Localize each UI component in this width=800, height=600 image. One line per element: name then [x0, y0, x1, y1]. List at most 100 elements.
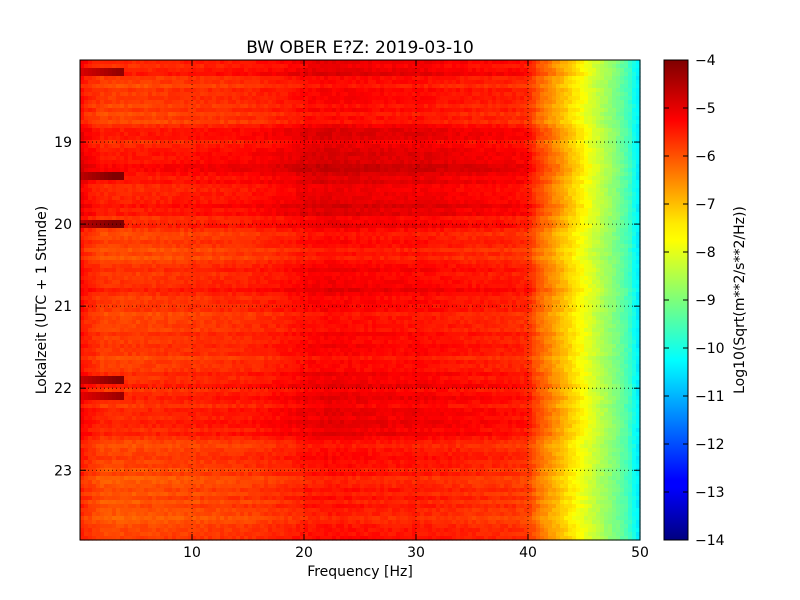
heatmap-cell	[408, 80, 413, 85]
heatmap-cell	[120, 156, 125, 161]
heatmap-cell	[276, 92, 281, 97]
heatmap-cell	[268, 188, 273, 193]
heatmap-cell	[144, 128, 149, 133]
heatmap-cell	[128, 172, 133, 177]
heatmap-cell	[168, 192, 173, 197]
heatmap-cell	[332, 80, 337, 85]
heatmap-cell	[368, 104, 373, 109]
heatmap-cell	[576, 196, 581, 201]
heatmap-cell	[232, 108, 237, 113]
heatmap-cell	[376, 80, 381, 85]
heatmap-cell	[584, 132, 589, 137]
heatmap-cell	[488, 172, 493, 177]
heatmap-cell	[604, 120, 609, 125]
heatmap-cell	[172, 176, 177, 181]
heatmap-cell	[512, 100, 517, 105]
heatmap-cell	[276, 84, 281, 89]
heatmap-cell	[592, 152, 597, 157]
heatmap-cell	[564, 108, 569, 113]
heatmap-cell	[520, 64, 525, 69]
heatmap-cell	[232, 72, 237, 77]
heatmap-cell	[284, 132, 289, 137]
heatmap-cell	[484, 192, 489, 197]
heatmap-cell	[320, 196, 325, 201]
heatmap-cell	[172, 88, 177, 93]
heatmap-cell	[492, 180, 497, 185]
heatmap-cell	[624, 144, 629, 149]
heatmap-cell	[600, 156, 605, 161]
heatmap-cell	[424, 108, 429, 113]
heatmap-cell	[308, 104, 313, 109]
heatmap-cell	[248, 128, 253, 133]
heatmap-cell	[304, 152, 309, 157]
heatmap-cell	[320, 192, 325, 197]
heatmap-cell	[480, 104, 485, 109]
heatmap-cell	[544, 128, 549, 133]
heatmap-cell	[88, 68, 93, 73]
heatmap-cell	[160, 128, 165, 133]
heatmap-cell	[536, 104, 541, 109]
heatmap-cell	[564, 152, 569, 157]
heatmap-cell	[576, 112, 581, 117]
heatmap-cell	[460, 96, 465, 101]
heatmap-cell	[340, 64, 345, 69]
heatmap-cell	[408, 120, 413, 125]
heatmap-cell	[416, 128, 421, 133]
heatmap-cell	[584, 92, 589, 97]
heatmap-cell	[288, 128, 293, 133]
heatmap-cell	[252, 60, 257, 65]
heatmap-cell	[580, 80, 585, 85]
heatmap-cell	[632, 184, 637, 189]
heatmap-cell	[260, 120, 265, 125]
heatmap-cell	[176, 112, 181, 117]
heatmap-cell	[80, 144, 85, 149]
heatmap-cell	[420, 120, 425, 125]
heatmap-cell	[536, 132, 541, 137]
heatmap-cell	[336, 84, 341, 89]
heatmap-cell	[236, 196, 241, 201]
heatmap-cell	[112, 120, 117, 125]
heatmap-cell	[228, 152, 233, 157]
heatmap-cell	[116, 132, 121, 137]
heatmap-cell	[164, 124, 169, 129]
heatmap-cell	[280, 84, 285, 89]
heatmap-cell	[368, 152, 373, 157]
heatmap-cell	[388, 60, 393, 65]
heatmap-cell	[168, 116, 173, 121]
heatmap-cell	[108, 76, 113, 81]
heatmap-cell	[356, 120, 361, 125]
heatmap-cell	[576, 180, 581, 185]
heatmap-cell	[128, 188, 133, 193]
heatmap-cell	[244, 168, 249, 173]
heatmap-cell	[476, 152, 481, 157]
heatmap-cell	[296, 128, 301, 133]
heatmap-cell	[264, 96, 269, 101]
heatmap-cell	[308, 168, 313, 173]
heatmap-cell	[396, 160, 401, 165]
heatmap-cell	[204, 68, 209, 73]
heatmap-cell	[128, 152, 133, 157]
heatmap-cell	[480, 60, 485, 65]
heatmap-cell	[132, 180, 137, 185]
heatmap-cell	[372, 124, 377, 129]
heatmap-cell	[180, 200, 185, 205]
heatmap-cell	[392, 88, 397, 93]
heatmap-cell	[204, 104, 209, 109]
heatmap-cell	[284, 100, 289, 105]
heatmap-cell	[388, 72, 393, 77]
heatmap-cell	[376, 152, 381, 157]
heatmap-cell	[296, 60, 301, 65]
heatmap-cell	[588, 136, 593, 141]
heatmap-cell	[252, 80, 257, 85]
heatmap-cell	[372, 128, 377, 133]
heatmap-cell	[180, 132, 185, 137]
heatmap-cell	[444, 96, 449, 101]
heatmap-cell	[408, 112, 413, 117]
heatmap-cell	[236, 116, 241, 121]
heatmap-cell	[528, 128, 533, 133]
heatmap-cell	[276, 152, 281, 157]
heatmap-cell	[556, 120, 561, 125]
heatmap-cell	[444, 84, 449, 89]
heatmap-cell	[612, 88, 617, 93]
heatmap-cell	[324, 188, 329, 193]
